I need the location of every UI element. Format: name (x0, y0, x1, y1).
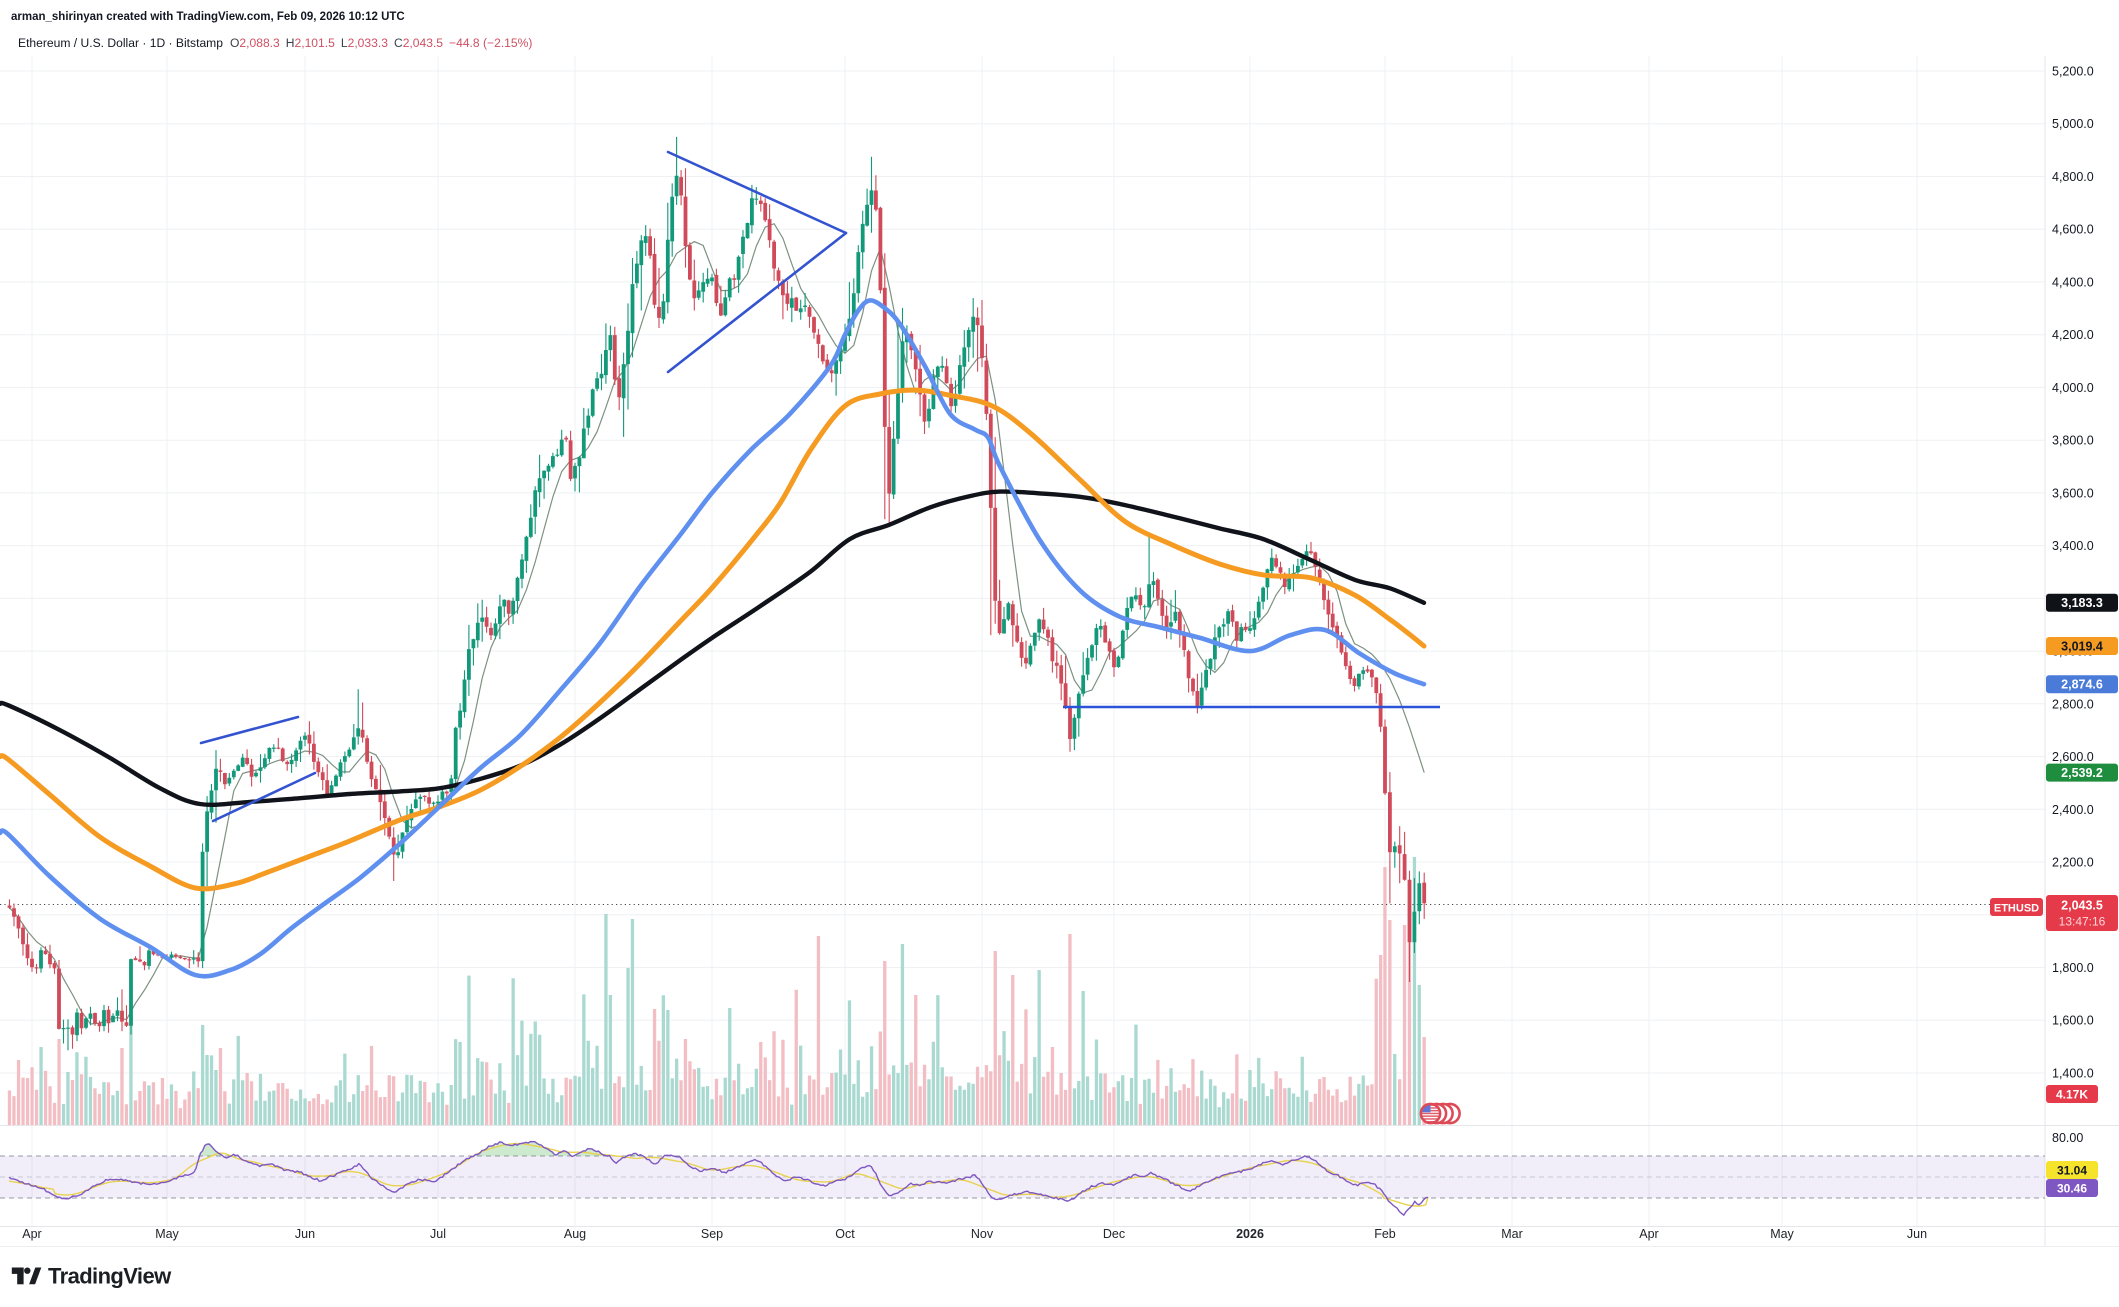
svg-text:Dec: Dec (1103, 1227, 1125, 1241)
svg-text:5,200.0: 5,200.0 (2052, 65, 2094, 79)
svg-text:5,000.0: 5,000.0 (2052, 117, 2094, 131)
svg-text:2,800.0: 2,800.0 (2052, 697, 2094, 711)
svg-text:2,043.5: 2,043.5 (2061, 899, 2103, 913)
svg-text:Jun: Jun (295, 1227, 315, 1241)
svg-text:Apr: Apr (22, 1227, 41, 1241)
svg-text:4,600.0: 4,600.0 (2052, 223, 2094, 237)
svg-text:Sep: Sep (701, 1227, 723, 1241)
svg-text:Ethereum / U.S. Dollar · 1D ·: Ethereum / U.S. Dollar · 1D · Bitstamp O2… (18, 36, 532, 50)
svg-text:Aug: Aug (564, 1227, 586, 1241)
svg-text:arman_shirinyan created with T: arman_shirinyan created with TradingView… (11, 11, 405, 23)
svg-text:Jul: Jul (430, 1227, 446, 1241)
svg-text:Mar: Mar (1501, 1227, 1523, 1241)
svg-text:3,183.3: 3,183.3 (2061, 596, 2103, 610)
svg-text:May: May (1770, 1227, 1794, 1241)
svg-text:2,539.2: 2,539.2 (2061, 766, 2103, 780)
svg-text:ETHUSD: ETHUSD (1994, 903, 2039, 915)
svg-text:4,000.0: 4,000.0 (2052, 381, 2094, 395)
svg-text:Oct: Oct (835, 1227, 855, 1241)
svg-text:4.17K: 4.17K (2056, 1087, 2088, 1101)
svg-text:2,600.0: 2,600.0 (2052, 750, 2094, 764)
svg-text:Nov: Nov (971, 1227, 994, 1241)
svg-text:3,400.0: 3,400.0 (2052, 539, 2094, 553)
svg-text:1,400.0: 1,400.0 (2052, 1067, 2094, 1081)
svg-text:3,600.0: 3,600.0 (2052, 486, 2094, 500)
svg-text:1,600.0: 1,600.0 (2052, 1014, 2094, 1028)
svg-text:4,200.0: 4,200.0 (2052, 328, 2094, 342)
svg-text:4,800.0: 4,800.0 (2052, 170, 2094, 184)
svg-text:13:47:16: 13:47:16 (2059, 915, 2106, 929)
svg-text:2,200.0: 2,200.0 (2052, 856, 2094, 870)
svg-text:30.46: 30.46 (2057, 1181, 2087, 1195)
svg-text:31.04: 31.04 (2057, 1163, 2087, 1177)
svg-text:May: May (155, 1227, 179, 1241)
svg-text:2,874.6: 2,874.6 (2061, 678, 2103, 692)
svg-text:2,400.0: 2,400.0 (2052, 803, 2094, 817)
svg-text:1,800.0: 1,800.0 (2052, 961, 2094, 975)
svg-text:Feb: Feb (1374, 1227, 1396, 1241)
svg-text:3,800.0: 3,800.0 (2052, 434, 2094, 448)
svg-text:2026: 2026 (1236, 1227, 1264, 1241)
svg-text:3,019.4: 3,019.4 (2061, 639, 2103, 653)
svg-text:Apr: Apr (1639, 1227, 1658, 1241)
svg-text:80.00: 80.00 (2052, 1131, 2083, 1145)
svg-text:TradingView: TradingView (48, 1264, 172, 1289)
svg-text:Jun: Jun (1907, 1227, 1927, 1241)
svg-text:4,400.0: 4,400.0 (2052, 275, 2094, 289)
